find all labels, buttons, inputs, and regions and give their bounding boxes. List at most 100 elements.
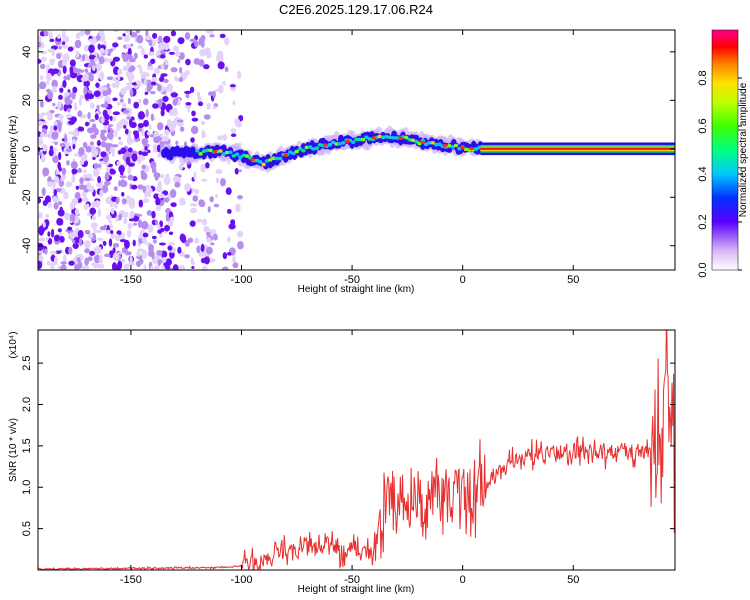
- y-tick-label: 2.0: [21, 397, 33, 412]
- ridge-highlight: [463, 147, 469, 152]
- ridge-highlight: [341, 141, 346, 145]
- noise-speckle: [129, 255, 133, 265]
- noise-speckle: [58, 235, 65, 243]
- noise-speckle: [203, 64, 210, 70]
- noise-speckle: [67, 226, 73, 231]
- noise-speckle: [164, 264, 171, 270]
- noise-speckle: [154, 67, 160, 75]
- noise-speckle: [134, 131, 140, 140]
- noise-speckle: [88, 54, 97, 60]
- noise-speckle: [232, 262, 239, 269]
- noise-speckle: [38, 197, 42, 204]
- noise-speckle: [96, 104, 100, 112]
- noise-speckle: [119, 98, 124, 103]
- noise-speckle: [136, 251, 141, 257]
- noise-speckle: [102, 241, 107, 246]
- noise-speckle: [108, 220, 112, 224]
- noise-speckle: [172, 45, 178, 52]
- noise-speckle: [104, 100, 108, 109]
- noise-speckle: [51, 181, 57, 187]
- heatmap-frame: [37, 29, 676, 271]
- ridge-highlight: [433, 142, 439, 147]
- noise-speckle: [49, 109, 55, 114]
- noise-speckle: [113, 186, 118, 192]
- noise-speckle: [99, 30, 104, 38]
- noise-speckle: [179, 66, 183, 74]
- noise-speckle: [72, 143, 76, 150]
- noise-speckle: [190, 137, 195, 143]
- noise-speckle: [63, 75, 69, 81]
- noise-speckle: [111, 151, 115, 157]
- noise-speckle: [177, 37, 185, 45]
- noise-speckle: [137, 98, 142, 104]
- noise-speckle: [54, 176, 60, 184]
- noise-speckle: [93, 128, 99, 136]
- noise-speckle: [139, 66, 143, 75]
- noise-speckle: [191, 110, 196, 117]
- noise-speckle: [87, 112, 91, 120]
- noise-speckle: [42, 167, 50, 177]
- ridge-peak: [345, 139, 351, 143]
- noise-speckle: [121, 53, 126, 59]
- noise-speckle: [65, 113, 73, 119]
- noise-speckle: [49, 38, 55, 43]
- noise-speckle: [84, 68, 89, 73]
- noise-speckle: [227, 252, 232, 256]
- noise-speckle: [208, 258, 216, 263]
- noise-speckle: [42, 221, 46, 228]
- noise-speckle: [163, 78, 169, 83]
- noise-speckle: [138, 150, 143, 155]
- noise-speckle: [147, 224, 154, 233]
- noise-speckle: [144, 146, 148, 151]
- noise-speckle: [44, 195, 51, 205]
- ridge-highlight: [261, 162, 266, 167]
- noise-speckle: [73, 153, 80, 157]
- noise-speckle: [38, 137, 43, 146]
- noise-speckle: [131, 184, 138, 190]
- noise-speckle: [168, 231, 174, 236]
- noise-speckle: [38, 255, 44, 262]
- x-tick-label: -150: [120, 274, 142, 286]
- ridge-highlight: [264, 159, 270, 163]
- noise-speckle: [65, 148, 73, 152]
- noise-speckle: [71, 175, 76, 183]
- noise-speckle: [215, 169, 223, 175]
- noise-speckle: [63, 104, 68, 112]
- noise-speckle: [51, 79, 58, 89]
- noise-speckle: [170, 120, 176, 130]
- noise-speckle: [87, 93, 95, 100]
- x-tick-label: 50: [567, 274, 579, 286]
- noise-speckle: [43, 30, 49, 37]
- heatmap-y-label: Frequency (Hz): [8, 116, 19, 185]
- ridge-highlight: [423, 142, 429, 147]
- noise-speckle: [98, 72, 105, 81]
- noise-speckle: [123, 263, 130, 270]
- noise-speckle: [62, 44, 69, 49]
- noise-speckle: [81, 54, 86, 62]
- noise-speckle: [89, 185, 95, 193]
- noise-speckle: [109, 115, 113, 121]
- noise-speckle: [196, 245, 201, 254]
- ridge-highlight: [384, 134, 389, 139]
- noise-speckle: [190, 257, 194, 264]
- noise-speckle: [126, 34, 130, 40]
- noise-speckle: [52, 155, 59, 164]
- noise-speckle: [117, 150, 122, 155]
- noise-speckle: [131, 153, 138, 162]
- noise-speckle: [201, 218, 208, 226]
- noise-speckle: [121, 191, 125, 197]
- noise-speckle: [74, 191, 81, 200]
- noise-speckle: [115, 214, 119, 222]
- noise-speckle: [190, 125, 199, 135]
- noise-speckle: [236, 194, 244, 200]
- noise-speckle: [105, 214, 112, 221]
- noise-speckle: [93, 226, 97, 234]
- noise-speckle: [168, 242, 176, 246]
- noise-speckle: [164, 224, 171, 232]
- noise-speckle: [132, 239, 136, 247]
- ridge-highlight: [430, 140, 436, 145]
- noise-speckle: [114, 202, 118, 209]
- noise-speckle: [155, 204, 162, 212]
- y-tick-label: 0.5: [21, 521, 33, 536]
